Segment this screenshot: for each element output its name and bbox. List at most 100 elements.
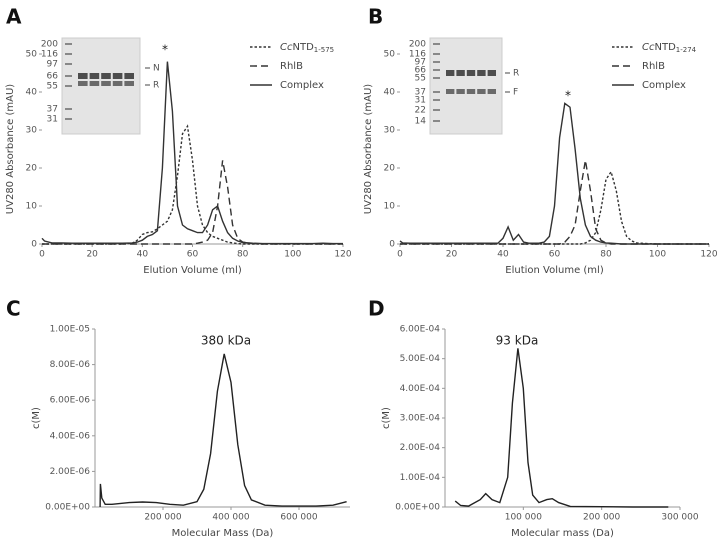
x-tick-label: 200 000 [583,513,620,523]
gel-band [89,81,100,86]
x-tick-label: 0 [39,250,45,260]
gel-inset [429,37,503,135]
x-tick-label: 300 000 [661,513,698,523]
y-axis-title: c(M) [381,407,392,429]
gel-band [101,73,111,79]
y-tick-label: 1.00E-04 [400,473,441,483]
y-tick-label: 1.00E-05 [50,325,90,335]
y-tick-label: 0.00E+00 [395,503,440,513]
gel-band [456,89,465,94]
data-line [399,102,709,245]
legend-label: RhlB [642,61,665,72]
y-tick-label: 50 [26,50,38,60]
x-tick-label: 0 [397,250,403,260]
y-axis-title: UV280 Absorbance (mAU) [5,84,16,214]
gel-band [477,89,486,94]
x-axis-title: Molecular Mass (Da) [172,528,274,539]
y-tick-label: 0.00E+00 [45,503,90,513]
legend-label: Complex [280,80,324,91]
y-tick-label: 10 [26,202,38,212]
annotation: * [162,43,168,57]
y-tick-label: 50 [384,50,396,60]
gel-marker-band [433,109,440,111]
gel-band [446,89,455,94]
gel-band [124,73,134,79]
data-line [41,61,343,245]
x-tick-label: 80 [600,250,612,260]
data-line [42,160,343,245]
y-tick-label: 30 [384,126,396,136]
y-tick-label: 3.00E-04 [400,414,441,424]
gel-marker-label: 116 [409,50,426,60]
y-tick-label: 6.00E-04 [400,325,441,335]
y-tick-label: 40 [384,88,396,98]
y-tick-label: 2.00E-04 [400,443,441,453]
x-tick-label: 400 000 [212,513,249,523]
gel-marker-band [433,69,440,71]
gel-band [78,81,88,86]
legend-label: RhlB [280,61,303,72]
gel-marker-label: 97 [415,58,426,68]
y-tick-label: 20 [26,164,38,174]
x-tick-label: 600 000 [280,513,317,523]
x-tick-label: 120 [334,250,351,260]
gel-marker-label: 66 [415,66,427,76]
gel-marker-band [65,53,72,55]
y-tick-label: 8.00E-06 [50,360,91,370]
y-tick-label: 6.00E-06 [50,396,91,406]
panel-label: D [368,297,385,321]
gel-marker-label: 200 [409,40,426,50]
data-line [42,124,343,245]
gel-marker-label: 37 [47,105,58,115]
panel-label: A [6,5,22,29]
gel-marker-label: 14 [415,117,427,127]
x-axis-title: Elution Volume (ml) [505,265,604,276]
y-tick-label: 0 [389,240,395,250]
x-tick-label: 20 [446,250,458,260]
x-tick-label: 100 000 [505,513,542,523]
data-line [99,353,347,508]
y-tick-label: 2.00E-06 [50,467,91,477]
gel-marker-band [65,85,72,87]
gel-marker-label: 116 [41,50,58,60]
gel-band-label: R [513,69,519,79]
gel-marker-label: 31 [47,115,58,125]
gel-marker-label: 22 [415,106,426,116]
gel-band [124,81,134,86]
y-tick-label: 30 [26,126,38,136]
gel-band [446,70,455,76]
y-tick-label: 4.00E-04 [400,384,441,394]
gel-band-label: N [153,64,160,74]
gel-marker-band [433,120,440,122]
x-tick-label: 60 [187,250,199,260]
gel-marker-label: 55 [415,74,426,84]
legend-label: CcNTD1-274 [642,42,697,54]
y-tick-label: 5.00E-04 [400,354,441,364]
panel-label: B [368,5,383,29]
gel-marker-band [65,118,72,120]
annotation: 380 kDa [201,334,251,348]
legend-label: CcNTD1-575 [280,42,334,54]
gel-band [487,89,496,94]
data-line [454,348,669,508]
gel-marker-band [433,43,440,45]
gel-band [89,73,100,79]
gel-marker-band [65,108,72,110]
gel-marker-label: 37 [415,88,426,98]
x-tick-label: 40 [137,250,149,260]
x-tick-label: 100 [284,250,301,260]
x-tick-label: 80 [237,250,249,260]
y-tick-label: 0 [31,240,37,250]
annotation: 93 kDa [496,334,539,348]
gel-band-label: R [153,81,159,91]
x-tick-label: 60 [549,250,561,260]
y-tick-label: 40 [26,88,38,98]
gel-band [456,70,465,76]
x-axis-title: Elution Volume (ml) [143,265,242,276]
gel-marker-label: 55 [47,82,58,92]
gel-marker-band [65,63,72,65]
gel-marker-band [433,99,440,101]
gel-band [112,81,123,86]
gel-band [78,73,88,79]
